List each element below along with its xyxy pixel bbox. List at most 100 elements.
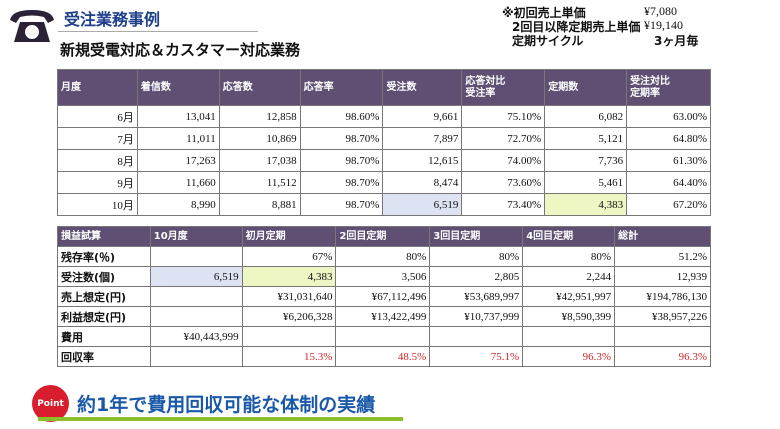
table-cell: ¥31,031,640 [241, 286, 337, 307]
table-row: 回収率 15.3% 48.5% 75.1% 96.3% 96.3% [57, 346, 711, 367]
table-cell [429, 326, 524, 347]
column-header: 損益試算 [57, 226, 151, 247]
table-cell [241, 326, 337, 347]
column-header: 総計 [614, 226, 711, 247]
table-cell: ¥194,786,130 [614, 286, 711, 307]
table-cell: 96.3% [614, 346, 711, 367]
table-cell: 10,869 [218, 127, 301, 150]
table-cell: ¥13,422,499 [335, 306, 431, 327]
table-cell: 3,506 [335, 266, 431, 287]
table-cell [149, 246, 243, 267]
table-cell: 80% [522, 246, 616, 267]
table-cell: 80% [335, 246, 431, 267]
table-cell: 67% [241, 246, 337, 267]
table-cell [149, 286, 243, 307]
column-header: 応答対比 受注率 [461, 69, 546, 106]
note-value: ¥7,080 [644, 4, 677, 18]
table-row: 費用 ¥40,443,999 [57, 326, 711, 347]
column-header: 受注対比 定期率 [626, 69, 711, 106]
column-header: 3回目定期 [429, 226, 524, 247]
table-header-row: 損益試算 10月度 初月定期 2回目定期 3回目定期 4回目定期 総計 [57, 226, 711, 247]
row-label: 残存率(％) [57, 246, 151, 267]
table-cell: 8,990 [136, 193, 220, 216]
table-cell: 73.40% [461, 193, 546, 216]
table-cell: 51.2% [614, 246, 711, 267]
table-cell: 67.20% [626, 193, 711, 216]
table-cell: 75.10% [461, 105, 546, 128]
table-cell: 15.3% [241, 346, 337, 367]
table-cell: 98.60% [299, 105, 384, 128]
table-cell: 11,660 [136, 171, 220, 194]
table-cell: 96.3% [522, 346, 616, 367]
table-cell: 12,858 [218, 105, 301, 128]
table-cell: ¥53,689,997 [429, 286, 524, 307]
table-cell: 8,474 [382, 171, 463, 194]
column-header: 応答数 [218, 69, 301, 106]
table-cell [614, 326, 711, 347]
table-cell: 72.70% [461, 127, 546, 150]
row-label: 6月 [57, 105, 138, 128]
table-cell: 5,461 [544, 171, 628, 194]
table-cell: ¥8,590,399 [522, 306, 616, 327]
column-header: 4回目定期 [522, 226, 616, 247]
table-cell: ¥67,112,496 [335, 286, 431, 307]
table-cell: 7,897 [382, 127, 463, 150]
table-header-row: 月度 着信数 応答数 応答率 受注数 応答対比 受注率 定期数 受注対比 定期率 [57, 69, 711, 106]
note-value: 3ヶ月毎 [654, 34, 699, 48]
telephone-icon [10, 10, 54, 42]
table-row: 10月 8,990 8,881 98.70% 6,519 73.40% 4,383 67.20… [57, 193, 711, 216]
note-label: 定期サイクル [512, 34, 584, 48]
table-cell: 75.1% [429, 346, 524, 367]
table-cell: 11,512 [218, 171, 301, 194]
column-header: 2回目定期 [335, 226, 431, 247]
title-divider [58, 31, 258, 32]
table-cell: ¥40,443,999 [149, 326, 243, 347]
note-label: ※初回売上単価 [502, 6, 586, 20]
column-header: 月度 [57, 69, 138, 106]
table-cell: 98.70% [299, 171, 384, 194]
point-badge: Point [32, 385, 69, 422]
table-cell: 64.80% [626, 127, 711, 150]
table-cell: 64.40% [626, 171, 711, 194]
table-cell: 6,082 [544, 105, 628, 128]
table-cell: 7,736 [544, 149, 628, 172]
row-label: 7月 [57, 127, 138, 150]
table-cell: 11,011 [136, 127, 220, 150]
column-header: 着信数 [136, 69, 220, 106]
table-row: 7月 11,011 10,869 98.70% 7,897 72.70% 5,121 64.8… [57, 127, 711, 150]
headline-underline [38, 417, 403, 421]
table-cell: 13,041 [136, 105, 220, 128]
row-label: 8月 [57, 149, 138, 172]
table-cell: 17,038 [218, 149, 301, 172]
table-cell: 98.70% [299, 193, 384, 216]
column-header: 定期数 [544, 69, 628, 106]
table-cell: 2,805 [429, 266, 524, 287]
column-header: 10月度 [149, 226, 243, 247]
profit-simulation-table: 損益試算 10月度 初月定期 2回目定期 3回目定期 4回目定期 総計 残存率(％) 67% 8… [57, 226, 711, 367]
table-cell: 6,519 [149, 266, 243, 287]
column-header: 受注数 [382, 69, 463, 106]
row-label: 10月 [57, 193, 138, 216]
table-row: 残存率(％) 67% 80% 80% 80% 51.2% [57, 246, 711, 267]
row-label: 売上想定(円) [57, 286, 151, 307]
call-stats-table: 月度 着信数 応答数 応答率 受注数 応答対比 受注率 定期数 受注対比 定期率 6月 13,0… [57, 69, 711, 216]
table-cell [149, 306, 243, 327]
table-cell [335, 326, 431, 347]
table-cell: 4,383 [241, 266, 337, 287]
row-label: 9月 [57, 171, 138, 194]
table-cell: ¥42,951,997 [522, 286, 616, 307]
table-cell: 12,939 [614, 266, 711, 287]
table-row: 8月 17,263 17,038 98.70% 12,615 74.00% 7,736 61.… [57, 149, 711, 172]
table-cell: 8,881 [218, 193, 301, 216]
table-cell: 61.30% [626, 149, 711, 172]
table-cell: 98.70% [299, 149, 384, 172]
table-cell: 73.60% [461, 171, 546, 194]
table-cell: ¥6,206,328 [241, 306, 337, 327]
table-cell: 2,244 [522, 266, 616, 287]
page-title: 受注業務事例 [64, 10, 161, 29]
table-row: 受注数(個) 6,519 4,383 3,506 2,805 2,244 12,939 [57, 266, 711, 287]
page-subtitle: 新規受電対応＆カスタマー対応業務 [60, 41, 301, 59]
table-cell: ¥38,957,226 [614, 306, 711, 327]
column-header: 応答率 [299, 69, 384, 106]
table-row: 6月 13,041 12,858 98.60% 9,661 75.10% 6,082 63.0… [57, 105, 711, 128]
